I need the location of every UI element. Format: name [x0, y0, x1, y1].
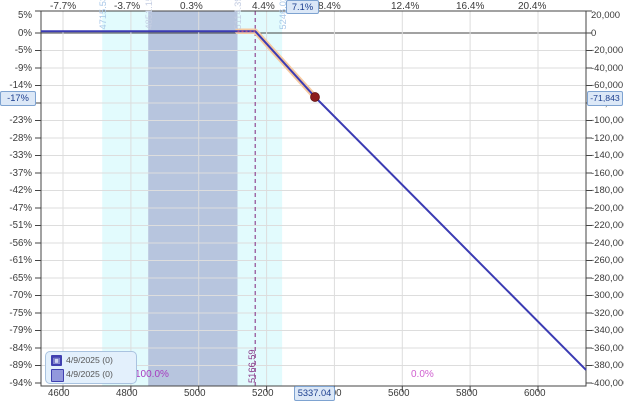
- svg-text:5166.59: 5166.59: [247, 349, 257, 383]
- svg-text:100.0%: 100.0%: [135, 369, 169, 380]
- svg-text:0.0%: 0.0%: [411, 369, 434, 380]
